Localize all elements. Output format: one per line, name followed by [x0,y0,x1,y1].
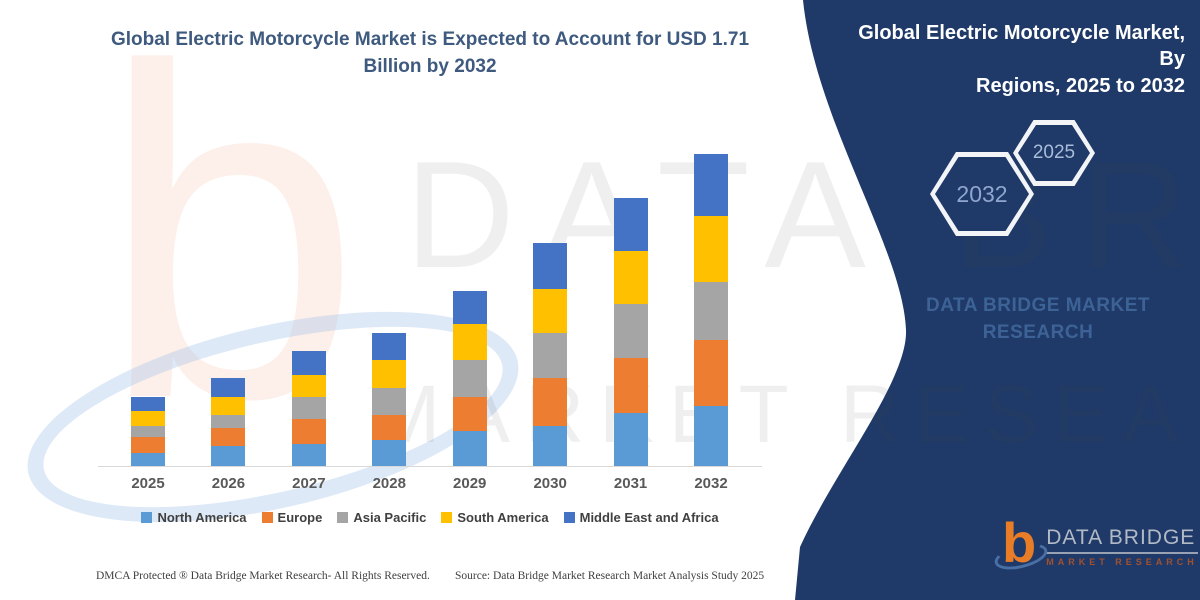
bar-segment-2028 [372,360,407,388]
bar-segment-2029 [452,360,487,397]
legend-label: Middle East and Africa [579,510,719,525]
bar-segment-2032 [694,340,728,406]
legend-item: Middle East and Africa [563,510,719,525]
bar-segment-2027 [291,396,326,419]
bar-segment-2027 [291,351,326,375]
side-panel-brand-text: DATA BRIDGE MARKET RESEARCH [898,293,1178,346]
bar-segment-2026 [211,396,246,415]
bar-segment-2026 [211,378,246,397]
bar-segment-2026 [211,414,246,428]
bar-segment-2030 [533,243,568,289]
x-axis-label: 2028 [372,475,406,492]
bar-segment-2025 [131,396,165,412]
bar-segment-2027 [291,418,326,445]
logo-b-icon: b [992,515,1050,575]
x-axis-label: 2027 [292,475,326,492]
bar-segment-2025 [131,453,165,466]
bar-segment-2025 [131,436,165,454]
x-axis-label: 2030 [533,475,567,492]
bar-segment-2028 [372,332,407,361]
bar-segment-2028 [372,387,407,415]
x-axis-label: 2026 [211,475,246,492]
bar-segment-2030 [533,378,568,426]
side-panel-title-line1: Global Electric Motorcycle Market, By [858,22,1185,71]
bar-segment-2028 [372,440,407,466]
legend-item: North America [141,510,247,525]
data-bridge-logo: b DATA BRIDGE MARKET RESEARCH [992,515,1198,575]
legend-swatch-icon [261,512,273,523]
dmca-notice: DMCA Protected ® Data Bridge Market Rese… [96,570,430,582]
bar-segment-2029 [452,323,487,361]
bar-segment-2032 [694,405,728,466]
logo-name: DATA BRIDGE [1046,526,1198,554]
bar-segment-2030 [533,425,568,466]
bar-segment-2027 [291,444,326,466]
legend-swatch-icon [563,512,575,523]
x-axis-line [98,466,762,467]
source-note: Source: Data Bridge Market Research Mark… [455,570,765,582]
bar-segment-2025 [131,411,165,426]
side-panel-background [795,0,1200,600]
watermark-text-line2: MARKET RESEARCH [372,369,1200,460]
bar-segment-2031 [613,413,648,466]
side-panel-title-line2: Regions, 2025 to 2032 [976,74,1185,97]
bar-segment-2032 [694,215,728,282]
brand-text-line1: DATA BRIDGE MARKET [926,295,1150,316]
legend-label: Asia Pacific [353,510,427,525]
legend-swatch-icon [337,512,349,523]
bar-segment-2031 [613,358,648,414]
legend-label: South America [457,510,549,525]
bar-segment-2030 [533,288,568,333]
legend-item: South America [441,510,549,525]
bar-segment-2032 [694,153,728,216]
legend-label: North America [157,510,247,525]
legend-item: Europe [261,510,323,525]
bar-segment-2028 [372,414,407,441]
legend-swatch-icon [141,512,153,523]
brand-text-line2: RESEARCH [982,321,1094,343]
legend-swatch-icon [441,512,453,523]
x-axis-label: 2031 [613,475,648,492]
bar-segment-2031 [613,197,648,251]
hexagon-2032-label: 2032 [935,157,1029,231]
bar-segment-2032 [694,281,728,341]
hexagon-2025-label: 2025 [1018,125,1090,181]
bar-segment-2026 [211,445,246,466]
side-panel-title: Global Electric Motorcycle Market, By Re… [835,20,1185,99]
chart-legend: North America Europe Asia Pacific South Ame… [95,510,765,525]
x-axis-label: 2025 [131,475,165,492]
x-axis-label: 2029 [453,475,487,492]
bar-segment-2029 [452,290,487,324]
bar-segment-2030 [533,332,568,379]
bar-segment-2027 [291,374,326,397]
bar-segment-2029 [452,396,487,432]
legend-label: Europe [277,510,323,525]
x-axis-label: 2032 [694,475,728,492]
bar-segment-2029 [452,431,487,466]
bar-segment-2031 [613,303,648,359]
bar-segment-2026 [211,427,246,446]
chart-title: Global Electric Motorcycle Market is Exp… [110,29,750,77]
logo-subtitle: MARKET RESEARCH [1046,557,1198,567]
bar-segment-2031 [613,250,648,304]
legend-item: Asia Pacific [337,510,426,525]
bar-segment-2025 [131,425,165,437]
